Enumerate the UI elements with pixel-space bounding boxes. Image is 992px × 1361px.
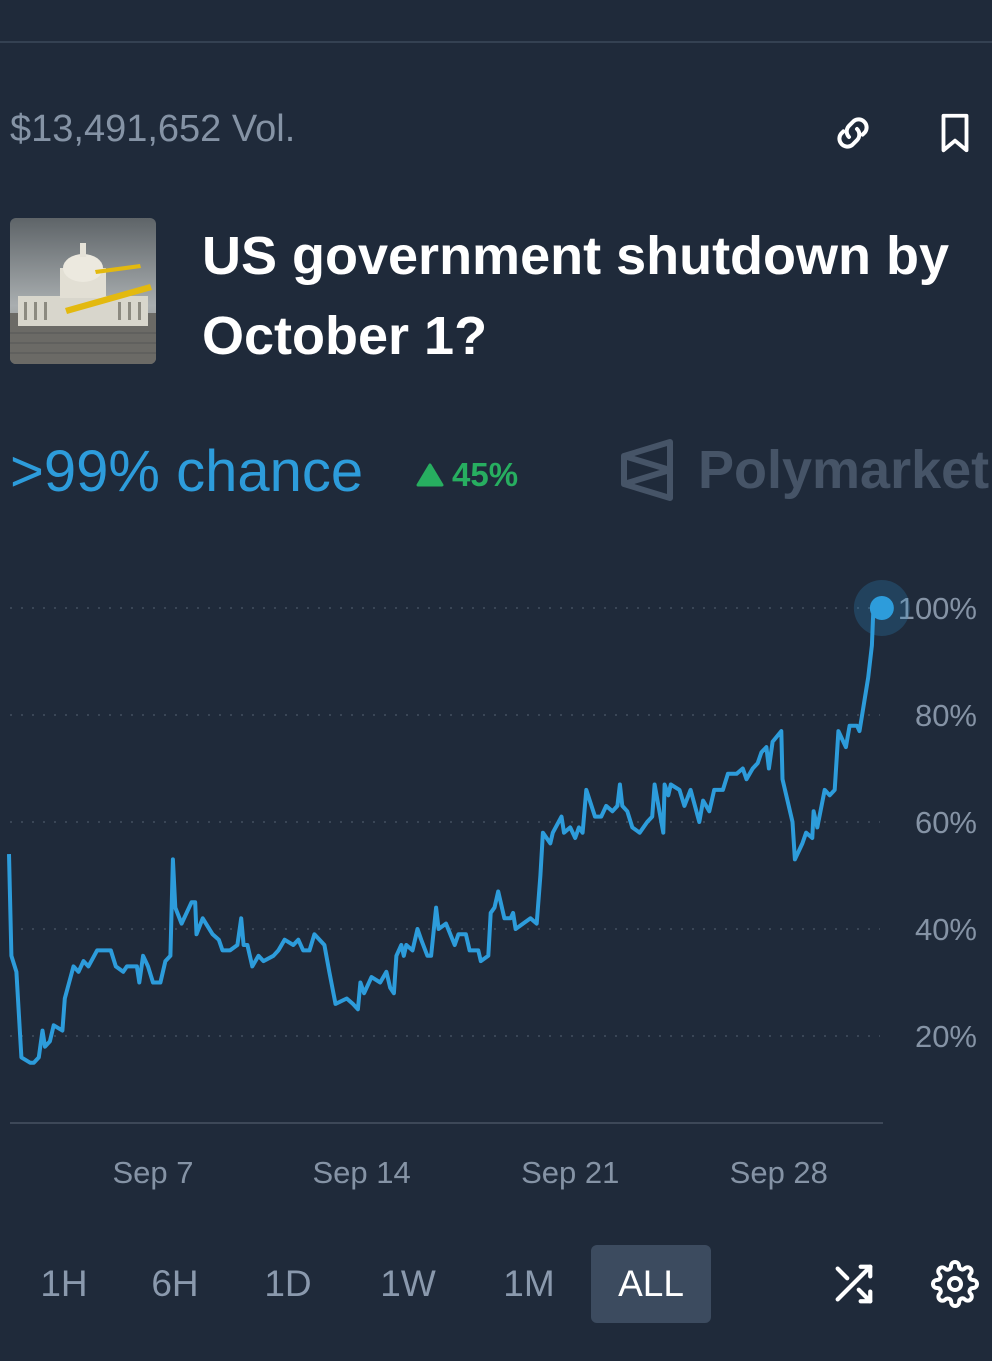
bookmark-button[interactable] bbox=[927, 105, 983, 161]
range-button-1m[interactable]: 1M bbox=[503, 1263, 555, 1304]
range-button-1w[interactable]: 1W bbox=[380, 1263, 436, 1304]
range-button-1h[interactable]: 1H bbox=[40, 1263, 88, 1304]
link-icon bbox=[837, 117, 869, 149]
top-divider bbox=[0, 41, 992, 43]
triangle-up-icon bbox=[416, 463, 444, 487]
market-title-line-2: October 1? bbox=[202, 306, 488, 366]
x-tick-label: Sep 21 bbox=[521, 1155, 619, 1190]
y-tick-label: 100% bbox=[898, 591, 977, 626]
current-value-dot[interactable] bbox=[869, 596, 894, 620]
market-title: US government shutdown by October 1? bbox=[202, 216, 992, 376]
chance-label: >99% chance bbox=[10, 439, 364, 504]
polymarket-logo-icon bbox=[621, 439, 673, 501]
polymarket-brand-text: Polymarket bbox=[698, 440, 990, 500]
shuffle-button[interactable] bbox=[825, 1256, 881, 1312]
x-tick-label: Sep 28 bbox=[730, 1155, 828, 1190]
range-button-6h[interactable]: 6H bbox=[151, 1263, 199, 1304]
shuffle-icon bbox=[835, 1264, 873, 1304]
chart-settings-button[interactable] bbox=[927, 1256, 983, 1312]
series-line bbox=[7, 606, 883, 1065]
x-tick-label: Sep 7 bbox=[112, 1155, 193, 1190]
market-thumbnail bbox=[10, 218, 156, 364]
capitol-shutdown-image bbox=[10, 218, 156, 364]
settings-gear-icon bbox=[931, 1260, 979, 1308]
range-button-1d[interactable]: 1D bbox=[264, 1263, 312, 1304]
y-tick-label: 40% bbox=[915, 912, 977, 947]
market-title-line-1: US government shutdown by bbox=[202, 226, 950, 286]
y-tick-label: 80% bbox=[915, 698, 977, 733]
x-tick-label: Sep 14 bbox=[312, 1155, 410, 1190]
y-tick-label: 20% bbox=[915, 1019, 977, 1054]
bookmark-icon bbox=[941, 113, 969, 153]
change-indicator: 45% bbox=[416, 456, 518, 494]
price-chart: 20% 40% 60% 80% 100% Sep 7 Sep 14 Sep 21 Sep 28 bbox=[7, 580, 977, 1190]
volume-label: $13,491,652 Vol. bbox=[10, 108, 296, 150]
copy-link-button[interactable] bbox=[825, 105, 881, 161]
polymarket-logo: Polymarket bbox=[620, 438, 989, 502]
change-value: 45% bbox=[452, 456, 519, 493]
range-button-all[interactable]: ALL bbox=[591, 1245, 711, 1323]
y-tick-label: 60% bbox=[915, 805, 977, 840]
